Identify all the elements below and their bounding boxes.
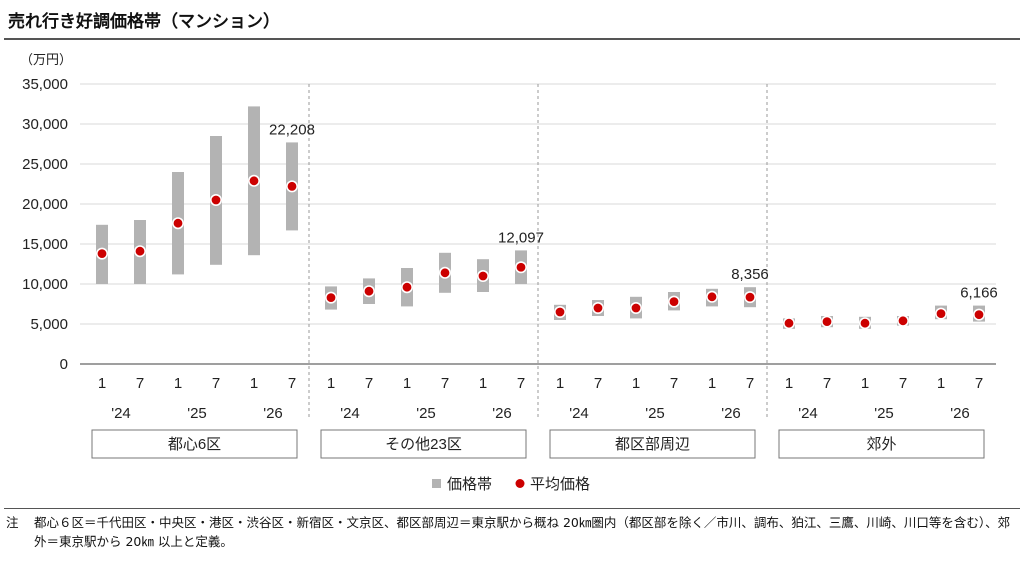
avg-point	[705, 290, 718, 303]
group-label: 郊外	[866, 436, 896, 453]
x-year-label: '24	[111, 405, 131, 422]
avg-point	[172, 217, 185, 230]
avg-point	[324, 291, 337, 304]
x-year-label: '25	[645, 405, 665, 422]
x-year-label: '24	[569, 405, 589, 422]
x-month-label: 1	[98, 375, 106, 392]
avg-point	[553, 305, 566, 318]
avg-point	[285, 180, 298, 193]
x-month-label: 7	[823, 375, 831, 392]
x-month-label: 1	[632, 375, 640, 392]
y-tick-label: 5,000	[30, 316, 68, 333]
group-label-box	[91, 429, 298, 459]
avg-point	[134, 245, 147, 258]
avg-point	[934, 307, 947, 320]
x-year-label: '26	[721, 405, 741, 422]
group-label: その他23区	[385, 436, 462, 453]
group-label: 都心6区	[168, 436, 221, 453]
avg-point	[743, 291, 756, 304]
y-tick-label: 15,000	[22, 236, 68, 253]
avg-point	[782, 317, 795, 330]
price-range-chart: 0 5,000 10,000 15,000 20,000 25,000 30,000 35,0…	[20, 52, 998, 493]
x-year-label: '24	[798, 405, 818, 422]
y-tick-label: 30,000	[22, 116, 68, 133]
x-month-label: 1	[708, 375, 716, 392]
y-tick-label: 25,000	[22, 156, 68, 173]
x-month-label: 1	[250, 375, 258, 392]
avg-point	[667, 295, 680, 308]
legend-range-label: 価格帯	[447, 476, 492, 493]
y-tick-label: 35,000	[22, 76, 68, 93]
x-month-label: 7	[517, 375, 525, 392]
x-month-label: 7	[594, 375, 602, 392]
x-year-label: '25	[416, 405, 436, 422]
avg-point	[476, 270, 489, 283]
avg-point	[438, 266, 451, 279]
avg-point	[820, 315, 833, 328]
note-rule	[4, 508, 1020, 509]
x-month-label: 7	[670, 375, 678, 392]
avg-point	[896, 314, 909, 327]
x-month-label: 1	[785, 375, 793, 392]
x-month-label: 1	[937, 375, 945, 392]
group-label-box	[778, 429, 985, 459]
avg-point	[972, 308, 985, 321]
x-month-label: 7	[746, 375, 754, 392]
avg-point	[400, 281, 413, 294]
y-unit-label: （万円）	[20, 52, 72, 67]
data-label: 22,208	[269, 121, 315, 138]
footnote-text: 都心６区＝千代田区・中央区・港区・渋谷区・新宿区・文京区、都区部周辺＝東京駅から…	[34, 515, 1011, 549]
y-tick-label: 0	[60, 356, 68, 373]
y-tick-label: 10,000	[22, 276, 68, 293]
avg-point	[248, 174, 261, 187]
x-month-label: 1	[174, 375, 182, 392]
avg-point	[96, 247, 109, 260]
x-month-label: 1	[403, 375, 411, 392]
y-tick-label: 20,000	[22, 196, 68, 213]
x-year-label: '25	[187, 405, 207, 422]
title-rule	[4, 38, 1020, 40]
x-year-label: '26	[263, 405, 283, 422]
chart-title: 売れ行き好調価格帯（マンション）	[8, 12, 280, 32]
x-month-label: 7	[212, 375, 220, 392]
legend-avg-swatch	[515, 479, 525, 488]
data-label: 12,097	[498, 229, 544, 246]
legend-range-swatch	[432, 479, 441, 488]
legend-avg-label: 平均価格	[530, 476, 590, 493]
x-month-label: 1	[327, 375, 335, 392]
group-label: 都区部周辺	[615, 436, 690, 453]
avg-point	[362, 285, 375, 298]
x-month-label: 7	[441, 375, 449, 392]
x-month-label: 7	[365, 375, 373, 392]
x-month-label: 1	[861, 375, 869, 392]
x-month-label: 1	[479, 375, 487, 392]
avg-point	[591, 301, 604, 314]
x-month-label: 7	[136, 375, 144, 392]
avg-point	[858, 317, 871, 330]
x-month-label: 7	[975, 375, 983, 392]
x-year-label: '25	[874, 405, 894, 422]
x-year-label: '26	[492, 405, 512, 422]
x-month-label: 1	[556, 375, 564, 392]
group-label-box	[549, 429, 756, 459]
x-year-label: '26	[950, 405, 970, 422]
avg-point	[210, 194, 223, 207]
avg-point	[629, 301, 642, 314]
x-month-label: 7	[899, 375, 907, 392]
x-month-label: 7	[288, 375, 296, 392]
x-year-label: '24	[340, 405, 360, 422]
avg-point	[514, 261, 527, 274]
group-label-box	[320, 429, 527, 459]
data-label: 6,166	[960, 285, 998, 302]
data-label: 8,356	[731, 266, 769, 283]
footnote-prefix: 注	[6, 515, 19, 530]
